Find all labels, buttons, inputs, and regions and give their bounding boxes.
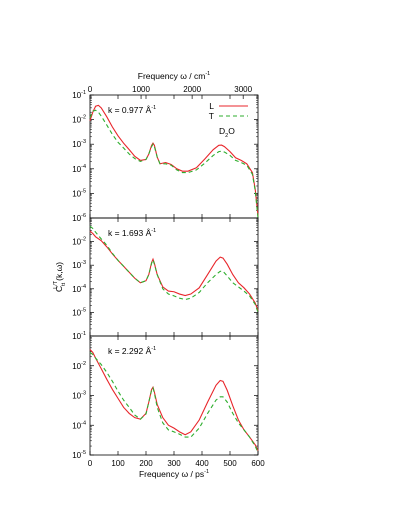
- bottom-x-tick-label: 300: [167, 459, 181, 468]
- series-line-t: [89, 109, 259, 219]
- y-tick-label: 10-5: [72, 188, 86, 198]
- k-annotation: k = 1.693 Å-1: [108, 228, 156, 238]
- y-axis-label: CttL/T(k,ω): [53, 262, 67, 292]
- bottom-x-tick-label: 500: [223, 459, 237, 468]
- y-tick-label: 10-5: [72, 450, 86, 460]
- series-line-l: [89, 349, 259, 451]
- bottom-x-tick-label: 100: [111, 459, 125, 468]
- series-line-t: [89, 225, 259, 313]
- y-tick-label: 10-1: [72, 90, 86, 100]
- bottom-x-tick-label: 0: [88, 459, 93, 468]
- top-x-tick-label: 3000: [234, 85, 252, 94]
- panel-bottom: 10-1 10-2 10-3 10-4 10-5 k = 2.292 Å-1 0 100 200…: [72, 331, 265, 479]
- y-tick-label: 10-3: [72, 260, 86, 270]
- y-tick-label: 10-2: [72, 115, 86, 125]
- y-tick-label: 10-4: [72, 164, 86, 174]
- legend-d2o-label: D2O: [219, 126, 235, 139]
- bottom-x-tick-label: 400: [195, 459, 209, 468]
- top-x-tick-label: 0: [88, 85, 93, 94]
- y-tick-label: 10-6: [72, 213, 86, 223]
- k-annotation: k = 0.977 Å-1: [108, 105, 156, 115]
- panel-middle: 10-2 10-3 10-4 10-5 k = 1.693 Å-1 CttL/T(k,ω): [53, 217, 259, 337]
- panel-top: 10-1 10-2 10-3 10-4 10-5 10-6 k = 0.977 Å-1 0 10…: [72, 71, 259, 223]
- series-line-t: [89, 352, 259, 453]
- y-tick-label: 10-2: [72, 361, 86, 371]
- top-x-tick-label: 2000: [183, 85, 201, 94]
- y-tick-label: 10-4: [72, 420, 86, 430]
- y-tick-label: 10-5: [72, 307, 86, 317]
- y-tick-label: 10-2: [72, 237, 86, 247]
- y-tick-label: 10-1: [72, 331, 86, 341]
- y-tick-label: 10-4: [72, 284, 86, 294]
- legend-label-t: T: [209, 111, 214, 121]
- y-tick-label: 10-3: [72, 391, 86, 401]
- bottom-axis-label: Frequency ω / ps-1: [139, 469, 209, 479]
- legend-label-l: L: [209, 101, 214, 111]
- series-line-l: [89, 104, 259, 217]
- bottom-x-tick-label: 600: [251, 459, 265, 468]
- k-annotation: k = 2.292 Å-1: [108, 346, 156, 356]
- series-line-l: [89, 230, 259, 311]
- top-axis-label: Frequency ω / cm-1: [138, 71, 210, 81]
- y-tick-label: 10-3: [72, 139, 86, 149]
- top-x-tick-label: 1000: [132, 85, 150, 94]
- bottom-x-tick-label: 200: [139, 459, 153, 468]
